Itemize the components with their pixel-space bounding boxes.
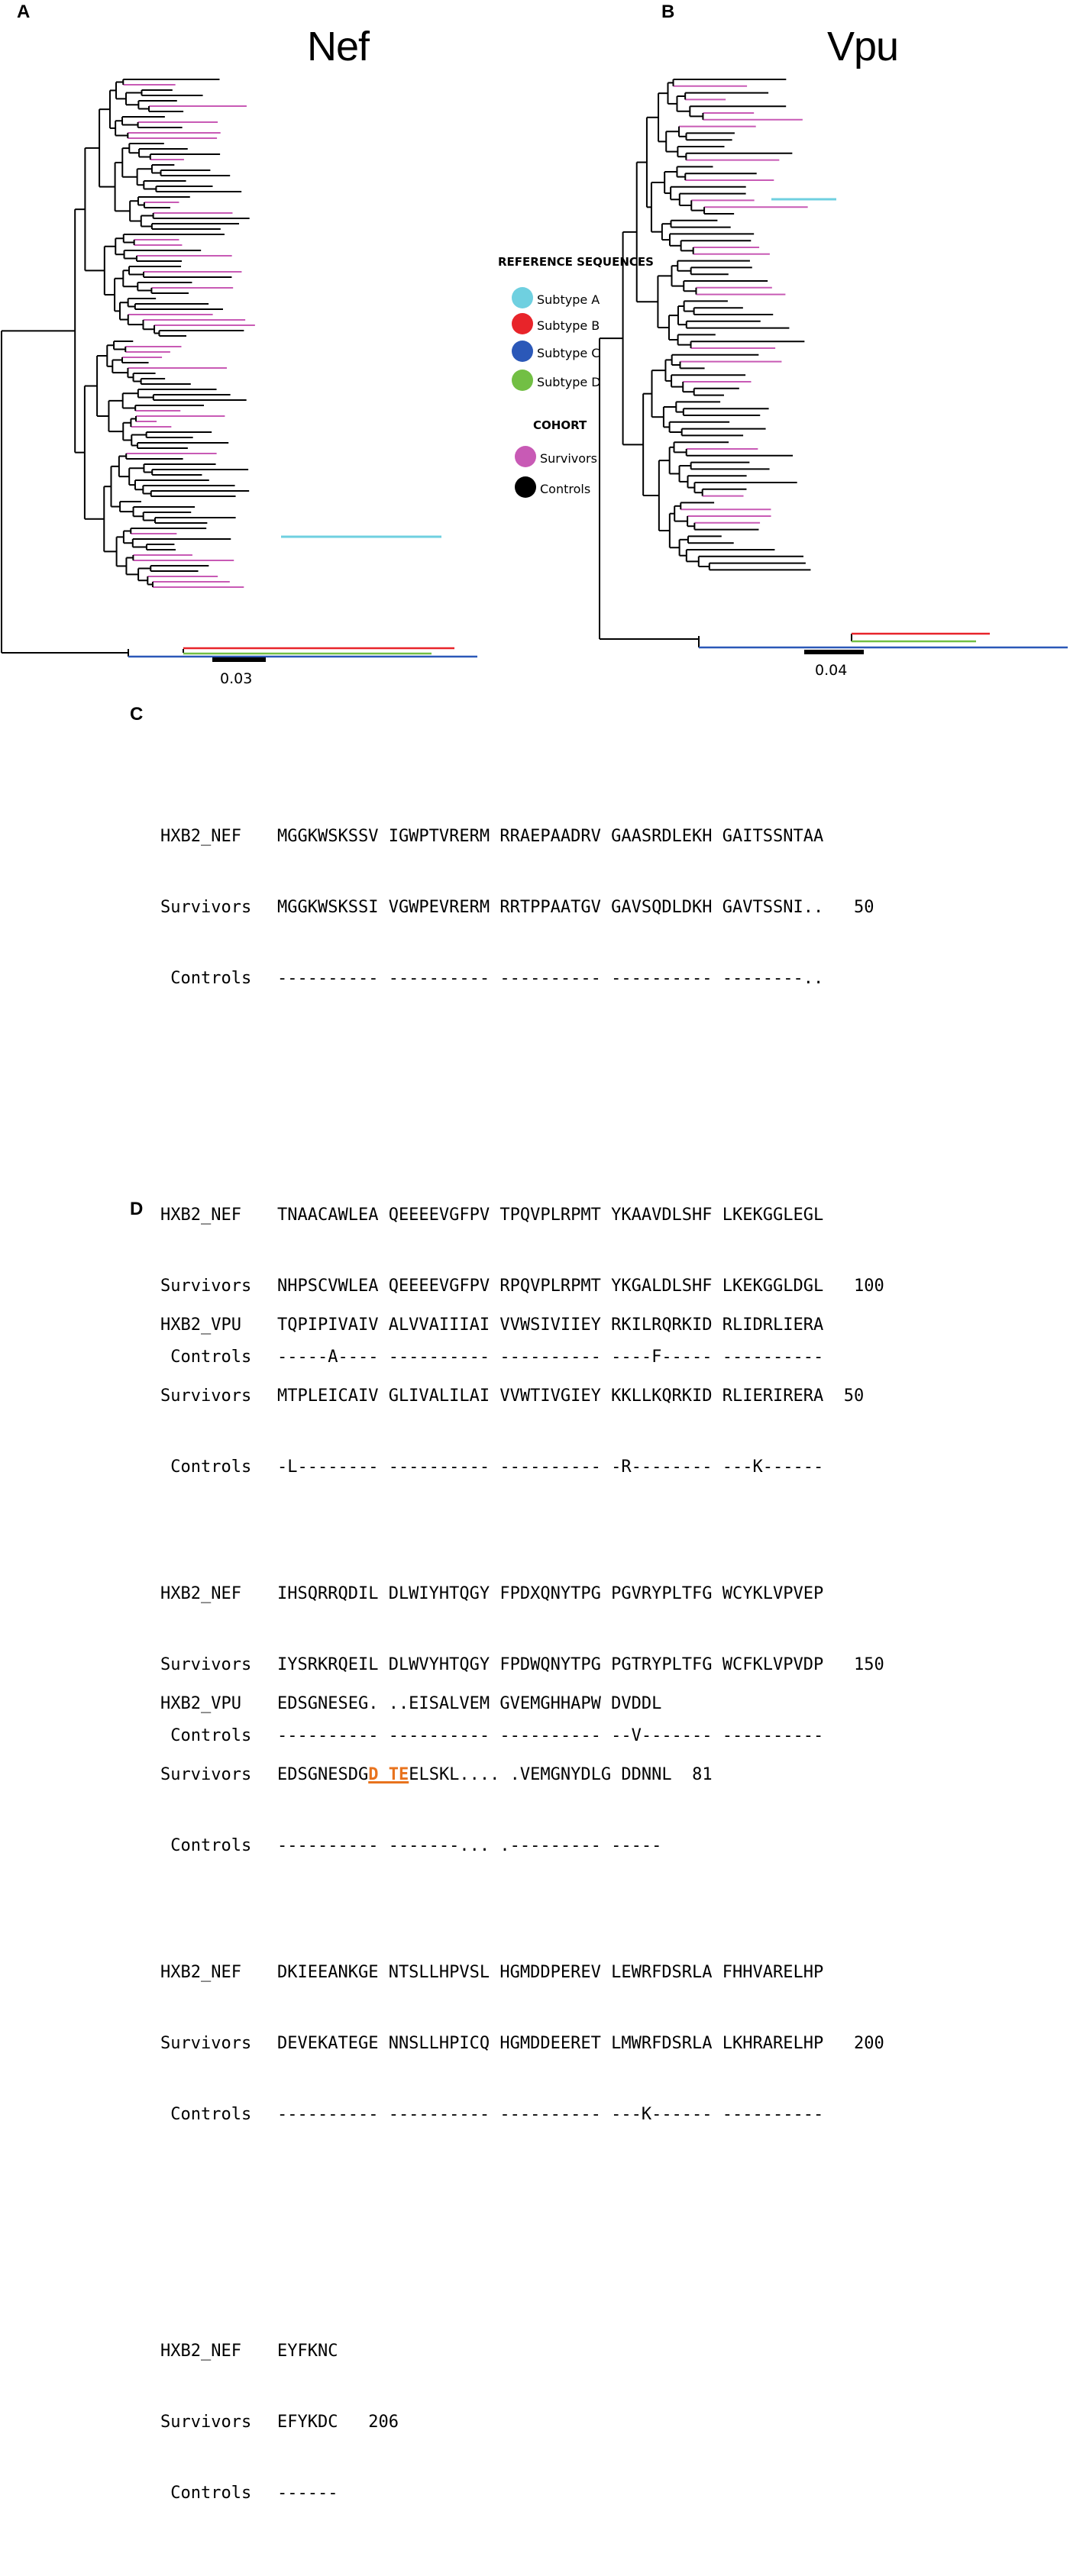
sequence-label: Controls [160,1457,252,1477]
controls-sequence: -----A---- ---------- ---------- ----F--… [277,1348,824,1367]
sequence-label: HXB2_VPU [160,1315,241,1335]
panel-label-a: A [17,2,31,22]
vpu-alignment-block: HXB2_VPU TQPIPIVAIV ALVVAIIIAI VVWSIVIIEY… [160,1266,864,1526]
sequence-label: Survivors [160,2413,252,2432]
sequence-label: Survivors [160,898,252,917]
subtype-a-swatch [512,287,533,308]
nef-alignment-block: HXB2_NEF TNAACAWLEA QEEEEVGFPV TPQVPLRPMT… [160,1156,884,1416]
residue-number: 50 [854,898,874,917]
legend-subtype-d: Subtype D [537,375,601,389]
nef-alignment-block: HXB2_NEF DKIEEANKGE NTSLLHPVSL HGMDDPEREV… [160,1913,884,2174]
legend-controls: Controls [540,482,591,496]
legend-subtype-b: Subtype B [537,318,600,333]
vpu-phylogenetic-tree [599,79,1068,649]
nef-scale-label: 0.03 [220,670,253,687]
hxb2-sequence: TNAACAWLEA QEEEEVGFPV TPQVPLRPMT YKAAVDL… [277,1206,824,1225]
panel-label-c: C [130,704,144,725]
survivors-sequence: DEVEKATEGE NNSLLHPICQ HGMDDEERET LMWRFDS… [277,2034,824,2053]
nef-alignment-block: HXB2_NEF MGGKWSKSSV IGWPTVRERM RRAEPAADRV… [160,777,884,1038]
legend-survivors: Survivors [540,451,597,466]
sequence-label: Controls [160,2105,252,2124]
sequence-label: HXB2_NEF [160,1963,241,1982]
sequence-label: Controls [160,969,252,988]
sequence-label: HXB2_NEF [160,827,241,846]
residue-number: 50 [843,1386,865,1406]
sequence-label: HXB2_NEF [160,2342,241,2361]
sequence-label: HXB2_VPU [160,1694,241,1713]
sequence-label: Controls [160,1348,252,1367]
controls-sequence: ------ [277,2484,338,2503]
survivors-sequence: MTPLEICAIV GLIVALILAI VVWTIVGIEY KKLLKQR… [277,1386,824,1406]
survivors-sequence-prefix: EDSGNESDG [277,1765,369,1784]
sequence-label: Survivors [160,1386,252,1406]
survivors-sequence: NHPSCVWLEA QEEEEVGFPV RPQVPLRPMT YKGALDL… [277,1277,824,1296]
survivors-swatch [515,446,536,467]
subtype-b-swatch [512,313,533,334]
legend-subtype-a: Subtype A [537,292,600,307]
residue-number: 81 [692,1765,713,1784]
sequence-label: HXB2_NEF [160,1206,241,1225]
sequence-label: Survivors [160,2034,252,2053]
subtype-c-swatch [512,341,533,362]
hxb2-sequence: MGGKWSKSSV IGWPTVRERM RRAEPAADRV GAASRDL… [277,827,824,846]
vpu-scale-label: 0.04 [815,662,848,679]
controls-swatch [515,476,536,498]
acidic-motif-highlight: D TE [368,1765,409,1784]
nef-scale-bar [212,657,266,662]
controls-sequence: -L-------- ---------- ---------- -R-----… [277,1457,824,1477]
subtype-d-swatch [512,370,533,391]
hxb2-sequence: EYFKNC [277,2342,338,2361]
sequence-label: Survivors [160,1765,252,1784]
legend-reference-heading: REFERENCE SEQUENCES [498,255,654,269]
hxb2-sequence: DKIEEANKGE NTSLLHPVSL HGMDDPEREV LEWRFDS… [277,1963,824,1982]
nef-phylogenetic-tree [1,79,477,658]
survivors-sequence: EFYKDC [277,2413,338,2432]
nef-tree-title: Nef [307,24,370,69]
controls-sequence: ---------- ---------- ---------- ---K---… [277,2105,824,2124]
vpu-tree-title: Vpu [827,24,899,69]
residue-number: 206 [368,2413,399,2432]
survivors-sequence-suffix: ELSKL.... .VEMGNYDLG DDNNL [409,1765,672,1784]
sequence-label: Controls [160,2484,252,2503]
panel-label-b: B [661,2,675,22]
residue-number: 100 [854,1277,884,1296]
controls-sequence: ---------- ---------- ---------- -------… [277,969,824,988]
hxb2-sequence: EDSGNESEG. ..EISALVEM GVEMGHHAPW DVDDL [277,1694,662,1713]
hxb2-sequence: TQPIPIVAIV ALVVAIIIAI VVWSIVIIEY RKILRQR… [277,1315,824,1335]
legend-cohort-heading: COHORT [533,418,587,432]
panel-label-d: D [130,1199,144,1219]
survivors-sequence: MGGKWSKSSI VGWPEVRERM RRTPPAATGV GAVSQDL… [277,898,824,917]
sequence-label: Controls [160,1836,252,1855]
legend-subtype-c: Subtype C [537,346,600,360]
controls-sequence: ---------- -------... .--------- ----- [277,1836,662,1855]
vpu-alignment-block: HXB2_VPU EDSGNESEG. ..EISALVEM GVEMGHHAPW… [160,1645,864,1905]
vpu-scale-bar [804,650,864,654]
sequence-label: Survivors [160,1277,252,1296]
vpu-alignment: HXB2_VPU TQPIPIVAIV ALVVAIIIAI VVWSIVIIEY… [160,1219,864,1929]
residue-number: 200 [854,2034,884,2053]
nef-alignment-block: HXB2_NEF EYFKNC Survivors EFYKDC 206 Contr… [160,2292,884,2552]
